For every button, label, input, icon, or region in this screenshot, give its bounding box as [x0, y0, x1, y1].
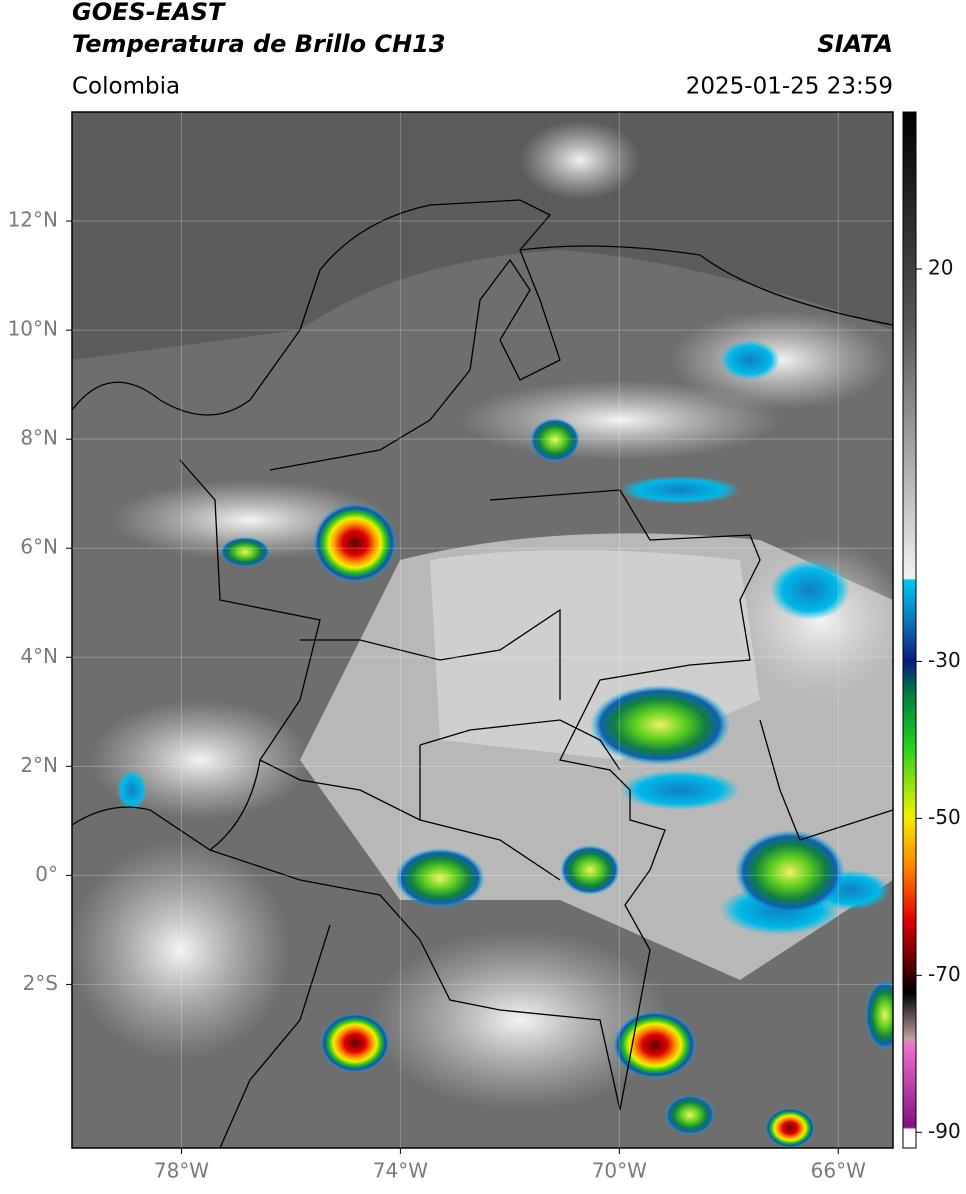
colorbar-tick-label: -30 [928, 648, 961, 672]
lon-tick-label: 74°W [373, 1159, 428, 1183]
colorbar-tick-label: -90 [928, 1119, 961, 1143]
region: Colombia [72, 74, 180, 100]
source: SIATA [817, 30, 893, 58]
lon-tick-label: 78°W [154, 1159, 209, 1183]
lon-tick-label: 66°W [811, 1159, 866, 1183]
satellite-image [72, 112, 893, 1148]
lat-tick-label: 6°N [20, 535, 58, 559]
lat-tick-label: 0° [35, 862, 58, 886]
satellite: GOES-EAST [72, 0, 226, 26]
lat-tick-label: 2°S [23, 971, 58, 995]
lon-tick-label: 70°W [592, 1159, 647, 1183]
lat-tick-label: 12°N [8, 208, 58, 232]
colorbar [902, 111, 917, 1149]
lat-tick-label: 4°N [20, 644, 58, 668]
lat-tick-label: 8°N [20, 426, 58, 450]
product: Temperatura de Brillo CH13 [72, 30, 446, 58]
lat-tick-label: 10°N [8, 317, 58, 341]
lat-tick-label: 2°N [20, 753, 58, 777]
colorbar-tick-label: -50 [928, 805, 961, 829]
map-frame [71, 111, 894, 1149]
colorbar-tick-label: -70 [928, 962, 961, 986]
colorbar-tick-label: 20 [928, 255, 953, 279]
timestamp: 2025-01-25 23:59 [686, 74, 893, 100]
